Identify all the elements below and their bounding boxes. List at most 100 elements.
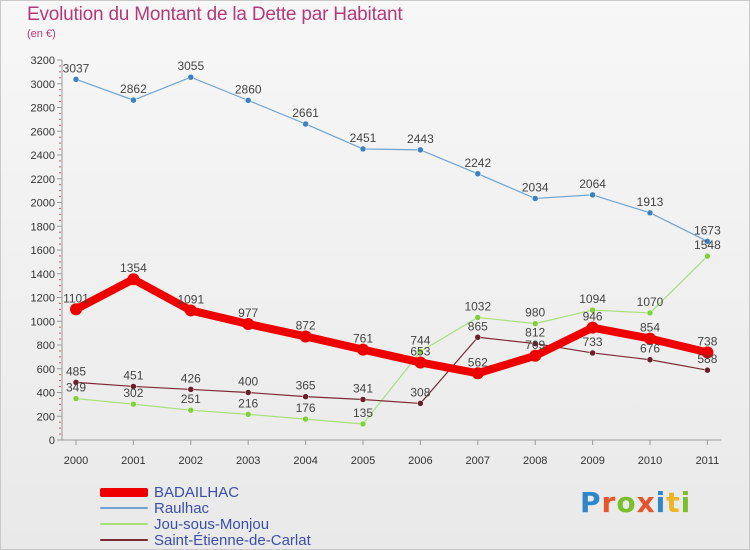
x-tick-label: 2005 (351, 455, 375, 467)
data-label: 341 (353, 382, 373, 396)
data-label: 733 (583, 335, 603, 349)
data-label: 2443 (407, 132, 434, 146)
data-point (127, 273, 140, 286)
data-point (704, 238, 711, 245)
data-label: 738 (697, 334, 717, 348)
series-line (75, 255, 709, 425)
data-point (359, 420, 367, 428)
data-point (646, 209, 654, 217)
data-point (417, 348, 424, 355)
data-point (244, 411, 252, 418)
data-label: 977 (238, 306, 258, 320)
series-line (75, 336, 709, 405)
series-badailhac (70, 273, 714, 380)
y-tick-label: 400 (37, 388, 55, 400)
data-point (187, 386, 195, 393)
logo-letter: o (616, 486, 637, 519)
data-point (529, 349, 542, 362)
data-label: 216 (238, 396, 258, 410)
x-tick-label: 2008 (523, 455, 547, 467)
data-point (531, 320, 539, 327)
data-point (417, 146, 424, 154)
data-point (359, 145, 367, 153)
data-point (474, 314, 482, 321)
data-label: 1354 (120, 261, 147, 275)
data-point (70, 303, 82, 316)
data-point (187, 73, 195, 81)
y-tick-label: 2600 (31, 126, 55, 138)
chart-subtitle: (en €) (27, 28, 56, 40)
y-tick-label: 600 (37, 364, 55, 376)
series-line (72, 275, 712, 378)
data-label: 302 (123, 386, 143, 400)
data-point (589, 191, 596, 199)
y-tick-label: 2800 (31, 103, 55, 115)
data-point (589, 349, 596, 357)
legend-label: Raulhac (154, 500, 210, 517)
series-raulhac (72, 73, 711, 245)
proxiti-logo: Proxiti (580, 486, 691, 519)
data-label: 485 (66, 364, 86, 378)
x-tick-label: 2002 (179, 455, 203, 467)
legend-swatch (100, 507, 148, 509)
data-label: 2034 (522, 180, 549, 194)
x-tick-label: 2007 (466, 455, 490, 467)
data-label: 854 (640, 321, 660, 335)
legend-swatch (100, 488, 148, 497)
data-labels: 1101 1354 1091 977 872 761 653 562 709 946 854 738 3… (63, 59, 721, 420)
x-tick-label: 2003 (236, 455, 260, 467)
data-label: 865 (468, 319, 488, 333)
data-point (357, 343, 369, 356)
data-label: 308 (410, 385, 430, 399)
data-label: 251 (181, 392, 201, 406)
data-label: 872 (296, 318, 316, 332)
data-label: 176 (296, 401, 316, 415)
logo-letter: i (655, 486, 667, 519)
legend-label: Jou-sous-Monjou (154, 516, 270, 533)
data-point (644, 332, 656, 345)
y-tick-label: 1000 (31, 316, 55, 328)
logo-letter: t (666, 486, 681, 519)
data-point (474, 334, 482, 341)
x-tick-label: 2009 (580, 455, 604, 467)
data-point (242, 317, 255, 330)
series-jou-sous-monjou (72, 252, 711, 428)
data-label: 1091 (177, 292, 204, 306)
data-label: 2860 (235, 82, 262, 96)
data-label: 400 (238, 375, 258, 389)
x-tick-label: 2011 (696, 455, 720, 467)
y-tick-label: 1200 (31, 293, 55, 305)
data-label: 812 (525, 326, 545, 340)
x-tick-label: 2006 (408, 455, 432, 467)
data-label: 2242 (464, 156, 491, 170)
data-point (130, 383, 137, 390)
y-tick-label: 800 (37, 340, 55, 352)
data-point (302, 120, 309, 128)
data-point (417, 400, 424, 407)
data-label: 2661 (292, 106, 319, 120)
series-saint-tienne-de-carlat (72, 334, 711, 407)
data-point (646, 356, 654, 363)
data-point (589, 306, 596, 314)
data-label: 588 (697, 352, 717, 366)
data-label: 653 (410, 344, 430, 358)
data-point (302, 415, 309, 423)
data-point (72, 76, 80, 83)
legend-label: BADAILHAC (154, 484, 240, 501)
x-tick-label: 2010 (638, 455, 662, 467)
data-point (646, 309, 654, 317)
data-label: 135 (353, 406, 373, 420)
y-tick-label: 2000 (31, 198, 55, 210)
data-point (244, 389, 252, 396)
data-point (184, 304, 197, 317)
data-point (302, 393, 309, 400)
data-point (704, 252, 711, 260)
data-label: 3037 (63, 61, 90, 75)
data-label: 562 (468, 355, 488, 369)
logo-letter: P (580, 486, 602, 519)
data-label: 349 (66, 381, 86, 395)
series-layer (70, 73, 714, 428)
x-tick-label: 2000 (64, 455, 88, 467)
legend-label: Saint-Étienne-de-Carlat (154, 532, 311, 549)
